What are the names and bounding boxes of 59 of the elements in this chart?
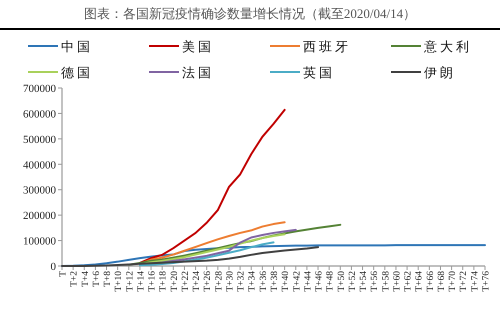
x-tick-label: T+48 xyxy=(326,270,336,292)
x-tick-label: T+20 xyxy=(170,270,180,292)
legend-label: 德国 xyxy=(61,65,93,80)
x-tick-label: T+8 xyxy=(103,270,114,287)
y-tick-label: 300000 xyxy=(23,184,56,197)
x-tick-label: T+22 xyxy=(180,270,191,292)
y-tick-label: 700000 xyxy=(23,83,56,95)
x-tick-label: T+28 xyxy=(214,270,224,292)
x-tick-label: T+12 xyxy=(125,270,136,292)
x-tick-label: T+74 xyxy=(470,270,480,292)
x-tick-label: T+34 xyxy=(248,270,258,292)
y-tick-label: 0 xyxy=(50,261,56,273)
x-tick-label: T+46 xyxy=(314,270,325,292)
legend-label: 伊朗 xyxy=(424,65,456,80)
x-tick-label: T+52 xyxy=(348,270,358,292)
legend-label: 中国 xyxy=(61,39,93,54)
legend-label: 意大利 xyxy=(423,39,472,54)
x-tick-label: T+40 xyxy=(281,270,292,292)
y-tick-label: 200000 xyxy=(23,210,56,222)
x-tick-label: T+30 xyxy=(225,270,236,292)
x-tick-label: T+44 xyxy=(303,270,314,292)
legend-label: 西班牙 xyxy=(303,39,351,54)
x-tick-label: T+70 xyxy=(448,270,458,292)
line-series xyxy=(138,241,274,266)
x-tick-label: T+16 xyxy=(148,270,158,292)
x-tick-label: T+54 xyxy=(359,270,370,292)
chart-title: 图表：各国新冠疫情确诊数量增长情况（截至2020/04/14） xyxy=(84,6,416,21)
legend-label: 法国 xyxy=(182,65,214,80)
x-tick-label: T+4 xyxy=(80,270,91,287)
legend-label: 美国 xyxy=(182,39,214,54)
legend-label: 英国 xyxy=(303,65,335,80)
x-tick-label: T+24 xyxy=(192,270,202,292)
y-tick-label: 400000 xyxy=(23,159,56,172)
x-tick-label: T+42 xyxy=(292,270,302,292)
x-tick-label: T+36 xyxy=(258,270,269,292)
line-series xyxy=(138,108,286,264)
x-tick-label: T+58 xyxy=(381,270,392,292)
y-tick-label: 500000 xyxy=(23,134,56,146)
x-tick-label: T+72 xyxy=(459,270,470,292)
x-tick-label: T+6 xyxy=(92,270,102,287)
x-tick-label: T+76 xyxy=(482,270,492,292)
x-tick-label: T+66 xyxy=(426,270,436,292)
x-tick-label: T+10 xyxy=(114,270,124,292)
x-tick-label: T+2 xyxy=(70,270,80,287)
x-tick-label: T xyxy=(58,270,68,277)
x-tick-label: T+56 xyxy=(370,270,380,292)
x-tick-label: T+64 xyxy=(414,270,425,292)
x-tick-label: T+50 xyxy=(336,270,347,292)
x-tick-label: T+60 xyxy=(392,270,402,292)
x-tick-label: T+18 xyxy=(158,270,169,292)
x-tick-label: T+68 xyxy=(436,270,447,292)
y-tick-label: 100000 xyxy=(23,236,56,248)
x-tick-label: T+26 xyxy=(203,270,214,292)
x-tick-label: T+62 xyxy=(404,270,414,292)
x-tick-label: T+14 xyxy=(136,270,146,292)
x-tick-label: T+38 xyxy=(270,270,280,292)
line-series xyxy=(61,246,320,267)
x-tick-label: T+32 xyxy=(236,270,247,292)
y-tick-label: 600000 xyxy=(23,108,56,120)
